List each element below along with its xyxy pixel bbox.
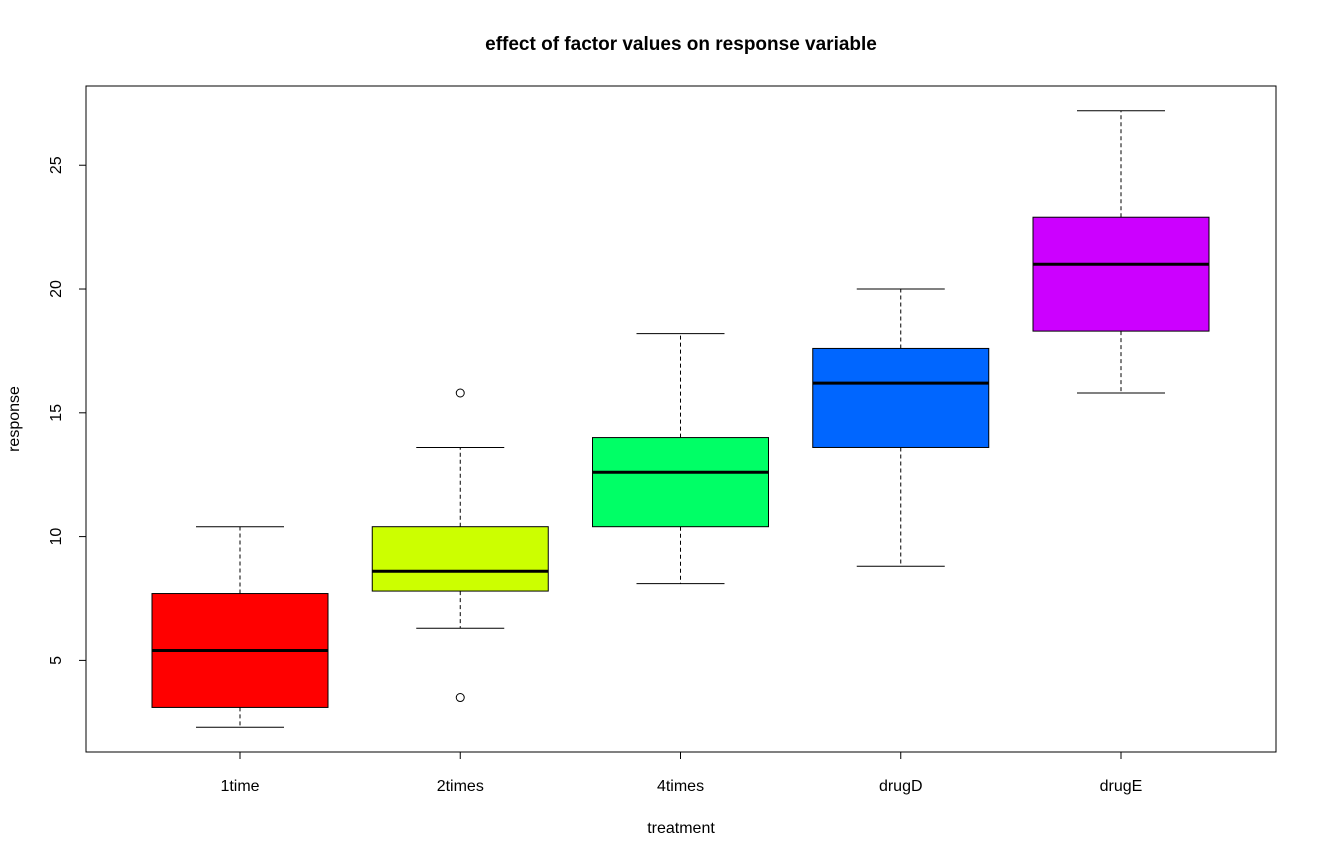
y-tick-label: 20	[48, 280, 65, 298]
x-tick-label: 2times	[437, 778, 484, 795]
box-iqr	[1032, 216, 1210, 332]
y-tick-label: 5	[48, 656, 65, 665]
box-group-2times	[371, 388, 549, 703]
box-iqr	[592, 437, 769, 528]
x-axis-label: treatment	[647, 820, 715, 837]
chart-title: effect of factor values on response vari…	[485, 34, 877, 55]
x-tick-label: 4times	[657, 778, 704, 795]
y-tick-label: 15	[48, 404, 65, 422]
y-tick-label: 25	[48, 156, 65, 174]
box-group-1time	[151, 526, 329, 728]
box-group-4times	[592, 333, 769, 585]
x-axis: 1time 2times 4times drugD drugE	[220, 751, 1143, 795]
box-group-drugD	[812, 288, 990, 567]
y-tick-label: 10	[48, 528, 65, 546]
x-tick-label: drugD	[879, 778, 923, 795]
box-group-drugE	[1032, 110, 1210, 394]
x-tick-label: 1time	[220, 778, 259, 795]
outlier-point	[455, 693, 465, 703]
box-iqr	[812, 347, 990, 448]
x-tick-label: drugE	[1100, 778, 1143, 795]
boxes-layer	[151, 110, 1210, 728]
outlier-point	[455, 388, 465, 398]
box-iqr	[371, 526, 549, 592]
y-axis-label: response	[6, 386, 23, 452]
y-axis: 5 10 15 20 25	[48, 156, 87, 665]
